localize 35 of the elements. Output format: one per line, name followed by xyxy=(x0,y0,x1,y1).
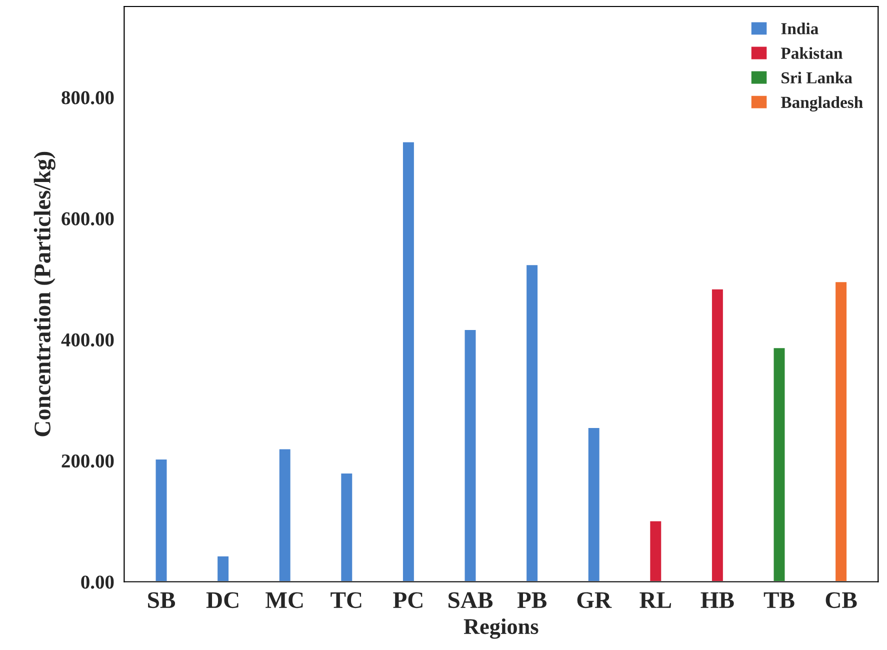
bar xyxy=(586,426,601,582)
x-tick-label: DC xyxy=(206,592,238,608)
x-tick-label: GR xyxy=(577,592,612,608)
x-tick-label: HB xyxy=(700,592,734,608)
x-tick-label: RL xyxy=(640,592,672,608)
bar xyxy=(772,346,786,582)
bar xyxy=(648,520,663,582)
bar xyxy=(834,280,848,582)
bar xyxy=(402,140,416,582)
legend-label: Sri Lanka xyxy=(782,72,852,84)
x-tick-label: CB xyxy=(826,592,857,608)
bar xyxy=(154,458,168,582)
legend-label: Pakistan xyxy=(780,47,842,59)
legend-label: India xyxy=(781,22,818,34)
x-tick-label: TC xyxy=(330,592,362,608)
x-tick-label: SAB xyxy=(448,592,493,608)
x-tick-label: TB xyxy=(764,592,794,608)
y-tick-label: 800.00 xyxy=(62,91,114,104)
x-tick-label: MC xyxy=(266,592,303,608)
y-tick-label: 400.00 xyxy=(61,333,114,347)
y-tick-label: 600.00 xyxy=(62,212,114,226)
bar xyxy=(463,328,478,582)
x-tick-label: SB xyxy=(148,592,176,608)
y-tick-label: 0.00 xyxy=(81,576,114,589)
y-axis-title: Concentration (Particles/kg) xyxy=(34,152,56,436)
bar xyxy=(525,264,539,582)
x-tick-label: PC xyxy=(393,592,422,608)
x-axis-title: Regions xyxy=(464,618,538,639)
legend-label: Bangladesh xyxy=(780,96,863,112)
y-tick-label: 200.00 xyxy=(62,454,114,468)
bar xyxy=(340,472,354,582)
bar xyxy=(216,555,230,582)
bar xyxy=(278,448,292,582)
x-tick-label: PB xyxy=(517,592,546,608)
bar xyxy=(710,288,724,582)
